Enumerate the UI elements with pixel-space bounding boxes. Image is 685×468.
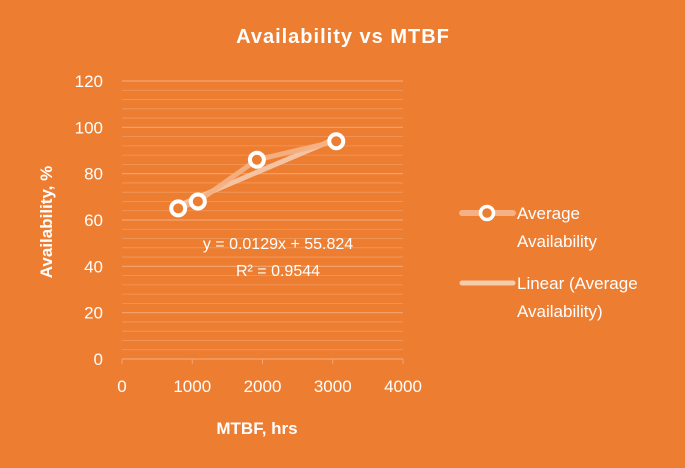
data-point <box>169 199 188 218</box>
y-tick-label: 80 <box>84 165 103 184</box>
trendline-equation: y = 0.0129x + 55.824 <box>203 236 353 253</box>
data-point <box>188 192 207 211</box>
data-point <box>327 132 346 151</box>
series-line <box>175 138 339 211</box>
data-point <box>247 150 266 169</box>
y-tick-label: 60 <box>84 211 103 230</box>
axis-layer: 0 20 40 60 80 100 120 0 1000 2000 3000 4000 <box>75 72 422 396</box>
legend-series-label-line1: Average <box>517 204 580 223</box>
y-tick-label: 0 <box>94 350 103 369</box>
chart-title: Availability vs MTBF <box>236 26 450 48</box>
y-tick-label: 100 <box>75 118 103 137</box>
series-layer <box>169 132 346 218</box>
x-axis-label: MTBF, hrs <box>216 419 297 438</box>
y-axis-label: Availability, % <box>37 166 56 278</box>
legend-trendline-label-line2: Availability) <box>517 302 603 321</box>
legend-trendline-label-line1: Linear (Average <box>517 274 638 293</box>
y-tick-label: 20 <box>84 304 103 323</box>
x-tick-label: 4000 <box>384 377 422 396</box>
legend-series-marker <box>478 204 496 222</box>
grid-layer <box>122 80 403 360</box>
legend-series-label-line2: Availability <box>517 232 598 251</box>
y-tick-label: 120 <box>75 72 103 91</box>
x-tick-label: 3000 <box>314 377 352 396</box>
x-tick-label: 2000 <box>244 377 282 396</box>
legend: Average Availability Linear (Average Ava… <box>459 204 638 321</box>
x-tick-label: 1000 <box>173 377 211 396</box>
y-tick-label: 40 <box>84 257 103 276</box>
x-tick-label: 0 <box>117 377 126 396</box>
trendline-r-squared: R² = 0.9544 <box>236 263 320 280</box>
